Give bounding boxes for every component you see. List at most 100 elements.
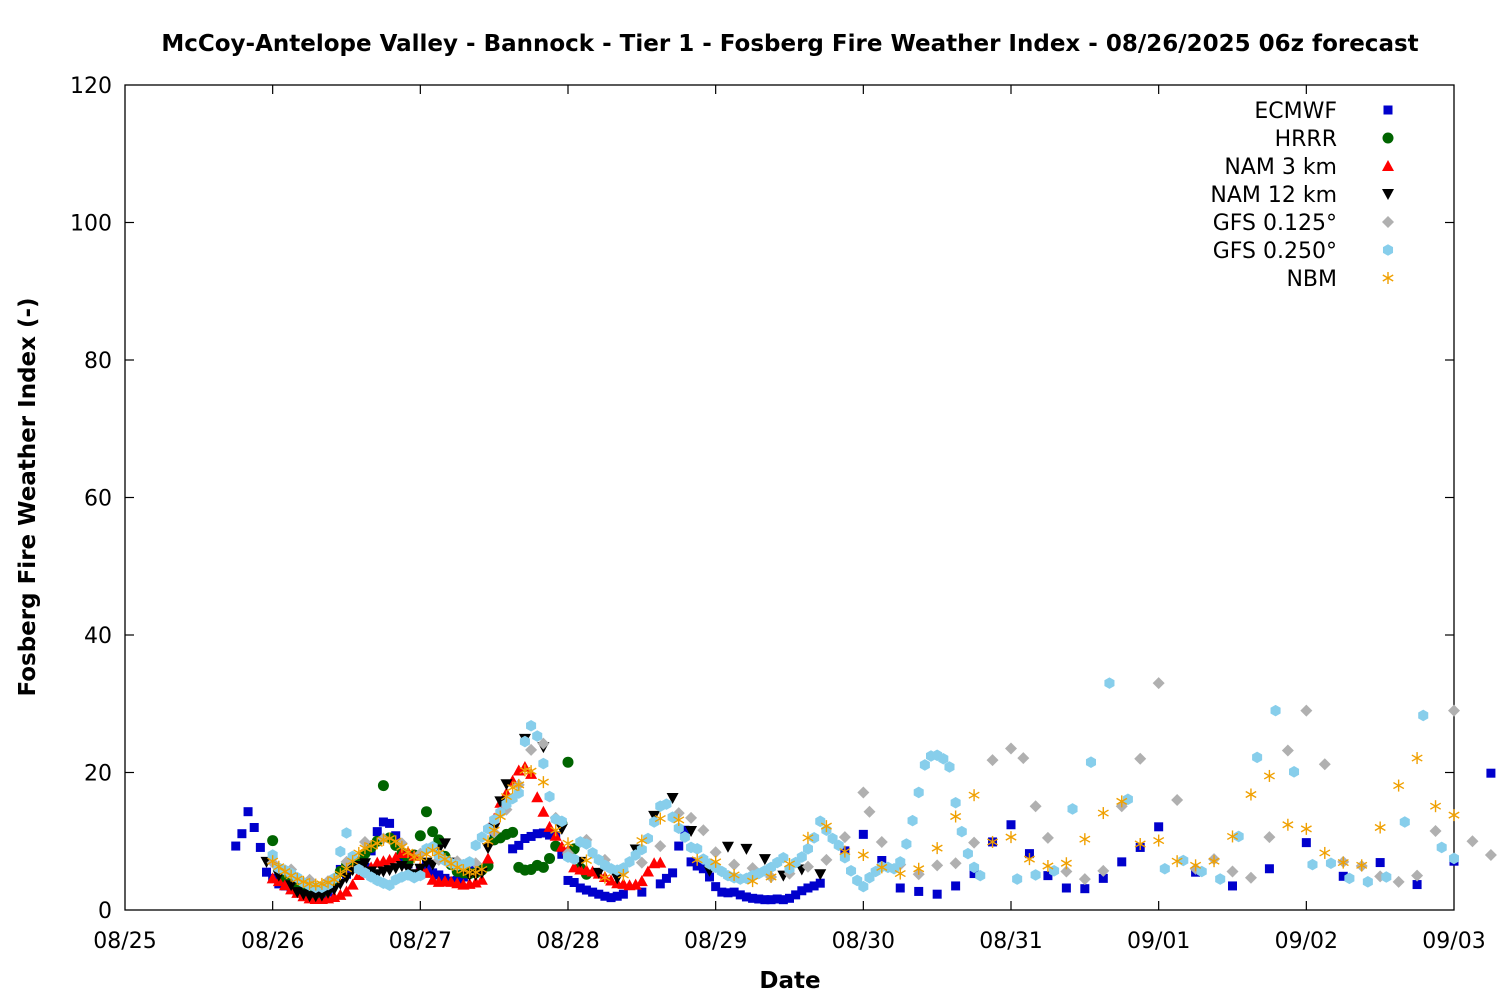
data-point	[1098, 873, 1108, 883]
data-point	[931, 859, 944, 872]
data-point	[1215, 873, 1226, 885]
data-point	[1012, 873, 1023, 885]
data-point	[1307, 858, 1318, 871]
data-point	[599, 871, 611, 884]
data-point	[600, 891, 610, 901]
data-point	[396, 840, 408, 853]
data-point	[1429, 824, 1442, 837]
data-point	[1411, 752, 1423, 765]
data-point	[654, 856, 667, 868]
data-point	[1134, 752, 1147, 765]
data-point	[629, 878, 642, 890]
data-point	[729, 887, 739, 897]
data-point	[555, 823, 568, 835]
data-point	[747, 875, 759, 888]
data-point	[809, 881, 819, 891]
data-point	[1289, 766, 1300, 778]
data-point	[1226, 865, 1239, 878]
data-point	[748, 893, 758, 903]
data-point	[711, 882, 721, 892]
legend-label: GFS 0.250°	[1213, 239, 1337, 264]
legend-marker	[1382, 272, 1394, 284]
data-point	[1412, 880, 1422, 890]
data-point	[538, 828, 548, 838]
data-point	[698, 864, 708, 874]
data-point	[592, 867, 605, 879]
data-point	[532, 730, 543, 742]
data-point	[838, 831, 851, 844]
data-point	[563, 875, 573, 885]
data-point	[721, 841, 734, 853]
y-tick-label: 40	[84, 624, 112, 649]
data-point	[661, 798, 672, 810]
data-point	[635, 875, 648, 887]
data-point	[1338, 871, 1348, 881]
data-point	[654, 812, 666, 825]
data-point	[1085, 756, 1097, 768]
data-point	[581, 838, 592, 850]
data-point	[710, 855, 722, 868]
data-point	[557, 849, 567, 859]
x-tick-label: 09/02	[1275, 929, 1338, 954]
series-nbm	[267, 752, 1460, 891]
data-point	[766, 895, 776, 905]
data-point	[968, 836, 981, 849]
data-point	[1436, 841, 1447, 854]
x-tick-label: 08/29	[684, 929, 747, 954]
data-point	[919, 759, 930, 771]
data-point	[802, 843, 813, 855]
data-point	[575, 883, 585, 893]
y-tick-label: 60	[84, 487, 112, 512]
data-point	[1061, 883, 1071, 893]
data-point	[581, 885, 591, 895]
data-point	[637, 887, 647, 897]
data-point	[434, 870, 444, 880]
data-point	[791, 890, 801, 900]
data-point	[588, 887, 598, 897]
data-point	[1006, 820, 1016, 830]
x-tick-label: 09/01	[1127, 929, 1190, 954]
data-point	[562, 756, 574, 768]
data-point	[895, 883, 905, 893]
data-point	[427, 826, 439, 838]
data-point	[728, 858, 741, 871]
data-point	[594, 889, 604, 899]
legend-marker	[1382, 160, 1394, 171]
data-point	[809, 832, 820, 844]
data-point	[1300, 822, 1312, 835]
data-point	[267, 849, 278, 861]
x-tick-label: 09/03	[1422, 929, 1485, 954]
data-point	[735, 890, 745, 900]
data-point	[402, 846, 414, 859]
chart-title: McCoy-Antelope Valley - Bannock - Tier 1…	[161, 31, 1418, 57]
data-point	[1097, 864, 1110, 877]
data-point	[931, 842, 943, 855]
data-point	[1042, 860, 1054, 872]
data-point	[378, 817, 388, 827]
data-point	[1393, 779, 1405, 792]
data-point	[1159, 862, 1170, 875]
data-point	[556, 815, 567, 828]
legend-label: NBM	[1286, 267, 1337, 292]
data-point	[857, 786, 870, 799]
x-tick-label: 08/28	[536, 929, 599, 954]
data-point	[358, 858, 371, 870]
data-point	[340, 885, 353, 897]
data-point	[968, 789, 980, 802]
data-point	[537, 805, 550, 817]
data-point	[1301, 838, 1311, 848]
data-point	[778, 895, 788, 905]
data-point	[488, 824, 500, 837]
x-tick-label: 08/31	[979, 929, 1042, 954]
plot-area	[124, 84, 1455, 911]
data-point	[975, 869, 986, 882]
data-point	[550, 824, 562, 837]
data-point	[1362, 876, 1373, 888]
data-point	[482, 835, 494, 848]
data-point	[390, 835, 402, 848]
data-point	[359, 842, 371, 855]
data-point	[328, 873, 340, 886]
data-point	[1043, 871, 1053, 881]
data-point	[347, 855, 359, 868]
data-point	[740, 843, 753, 855]
